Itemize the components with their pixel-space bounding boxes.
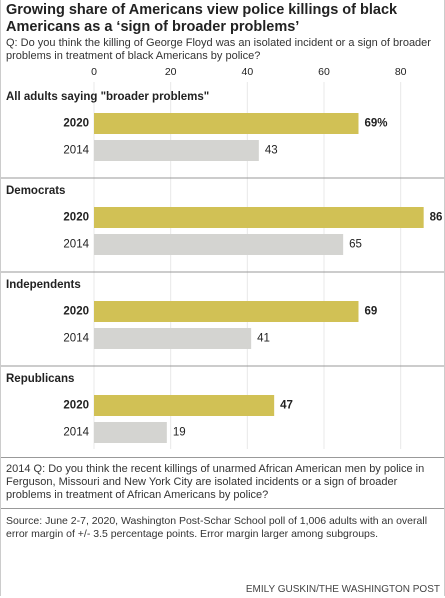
row-label: 2020 <box>63 118 89 130</box>
bar <box>94 113 359 134</box>
group-label: All adults saying "broader problems" <box>6 91 209 103</box>
value-label: 69 <box>365 306 378 318</box>
bar <box>94 395 275 416</box>
row-label: 2020 <box>63 212 89 224</box>
group-label: Republicans <box>6 373 74 385</box>
row-label: 2020 <box>63 306 89 318</box>
bar <box>94 422 167 443</box>
row-label: 2014 <box>63 333 89 345</box>
value-label: 43 <box>265 145 278 157</box>
bar <box>94 234 344 255</box>
x-tick-label: 40 <box>241 66 253 78</box>
value-label: 41 <box>257 333 270 345</box>
note: 2014 Q: Do you think the recent killings… <box>6 463 425 501</box>
value-label: 65 <box>349 239 362 251</box>
bar <box>94 301 359 322</box>
credit: EMILY GUSKIN/THE WASHINGTON POST <box>245 584 440 595</box>
row-label: 2014 <box>63 145 89 157</box>
chart-subtitle: Q: Do you think the killing of George Fl… <box>6 37 431 62</box>
bar <box>94 207 424 228</box>
x-tick-label: 80 <box>395 66 407 78</box>
chart-title: Growing share of Americans view police k… <box>6 2 398 35</box>
group-label: Democrats <box>6 185 65 197</box>
row-label: 2014 <box>63 427 89 439</box>
divider <box>1 457 444 458</box>
x-tick-label: 20 <box>165 66 177 78</box>
chart: 0 20 40 60 80 All adults saying "broader prob… <box>1 66 444 449</box>
value-label: 19 <box>173 427 186 439</box>
divider <box>1 508 444 509</box>
x-tick-label: 60 <box>318 66 330 78</box>
row-label: 2014 <box>63 239 89 251</box>
x-tick-label: 0 <box>91 66 97 78</box>
bar <box>94 328 252 349</box>
value-label: 47 <box>280 400 293 412</box>
value-label: 69% <box>365 118 388 130</box>
row-label: 2020 <box>63 400 89 412</box>
bar <box>94 140 259 161</box>
source: Source: June 2-7, 2020, Washington Post-… <box>6 515 428 540</box>
group-label: Independents <box>6 279 81 291</box>
value-label: 86 <box>430 212 443 224</box>
